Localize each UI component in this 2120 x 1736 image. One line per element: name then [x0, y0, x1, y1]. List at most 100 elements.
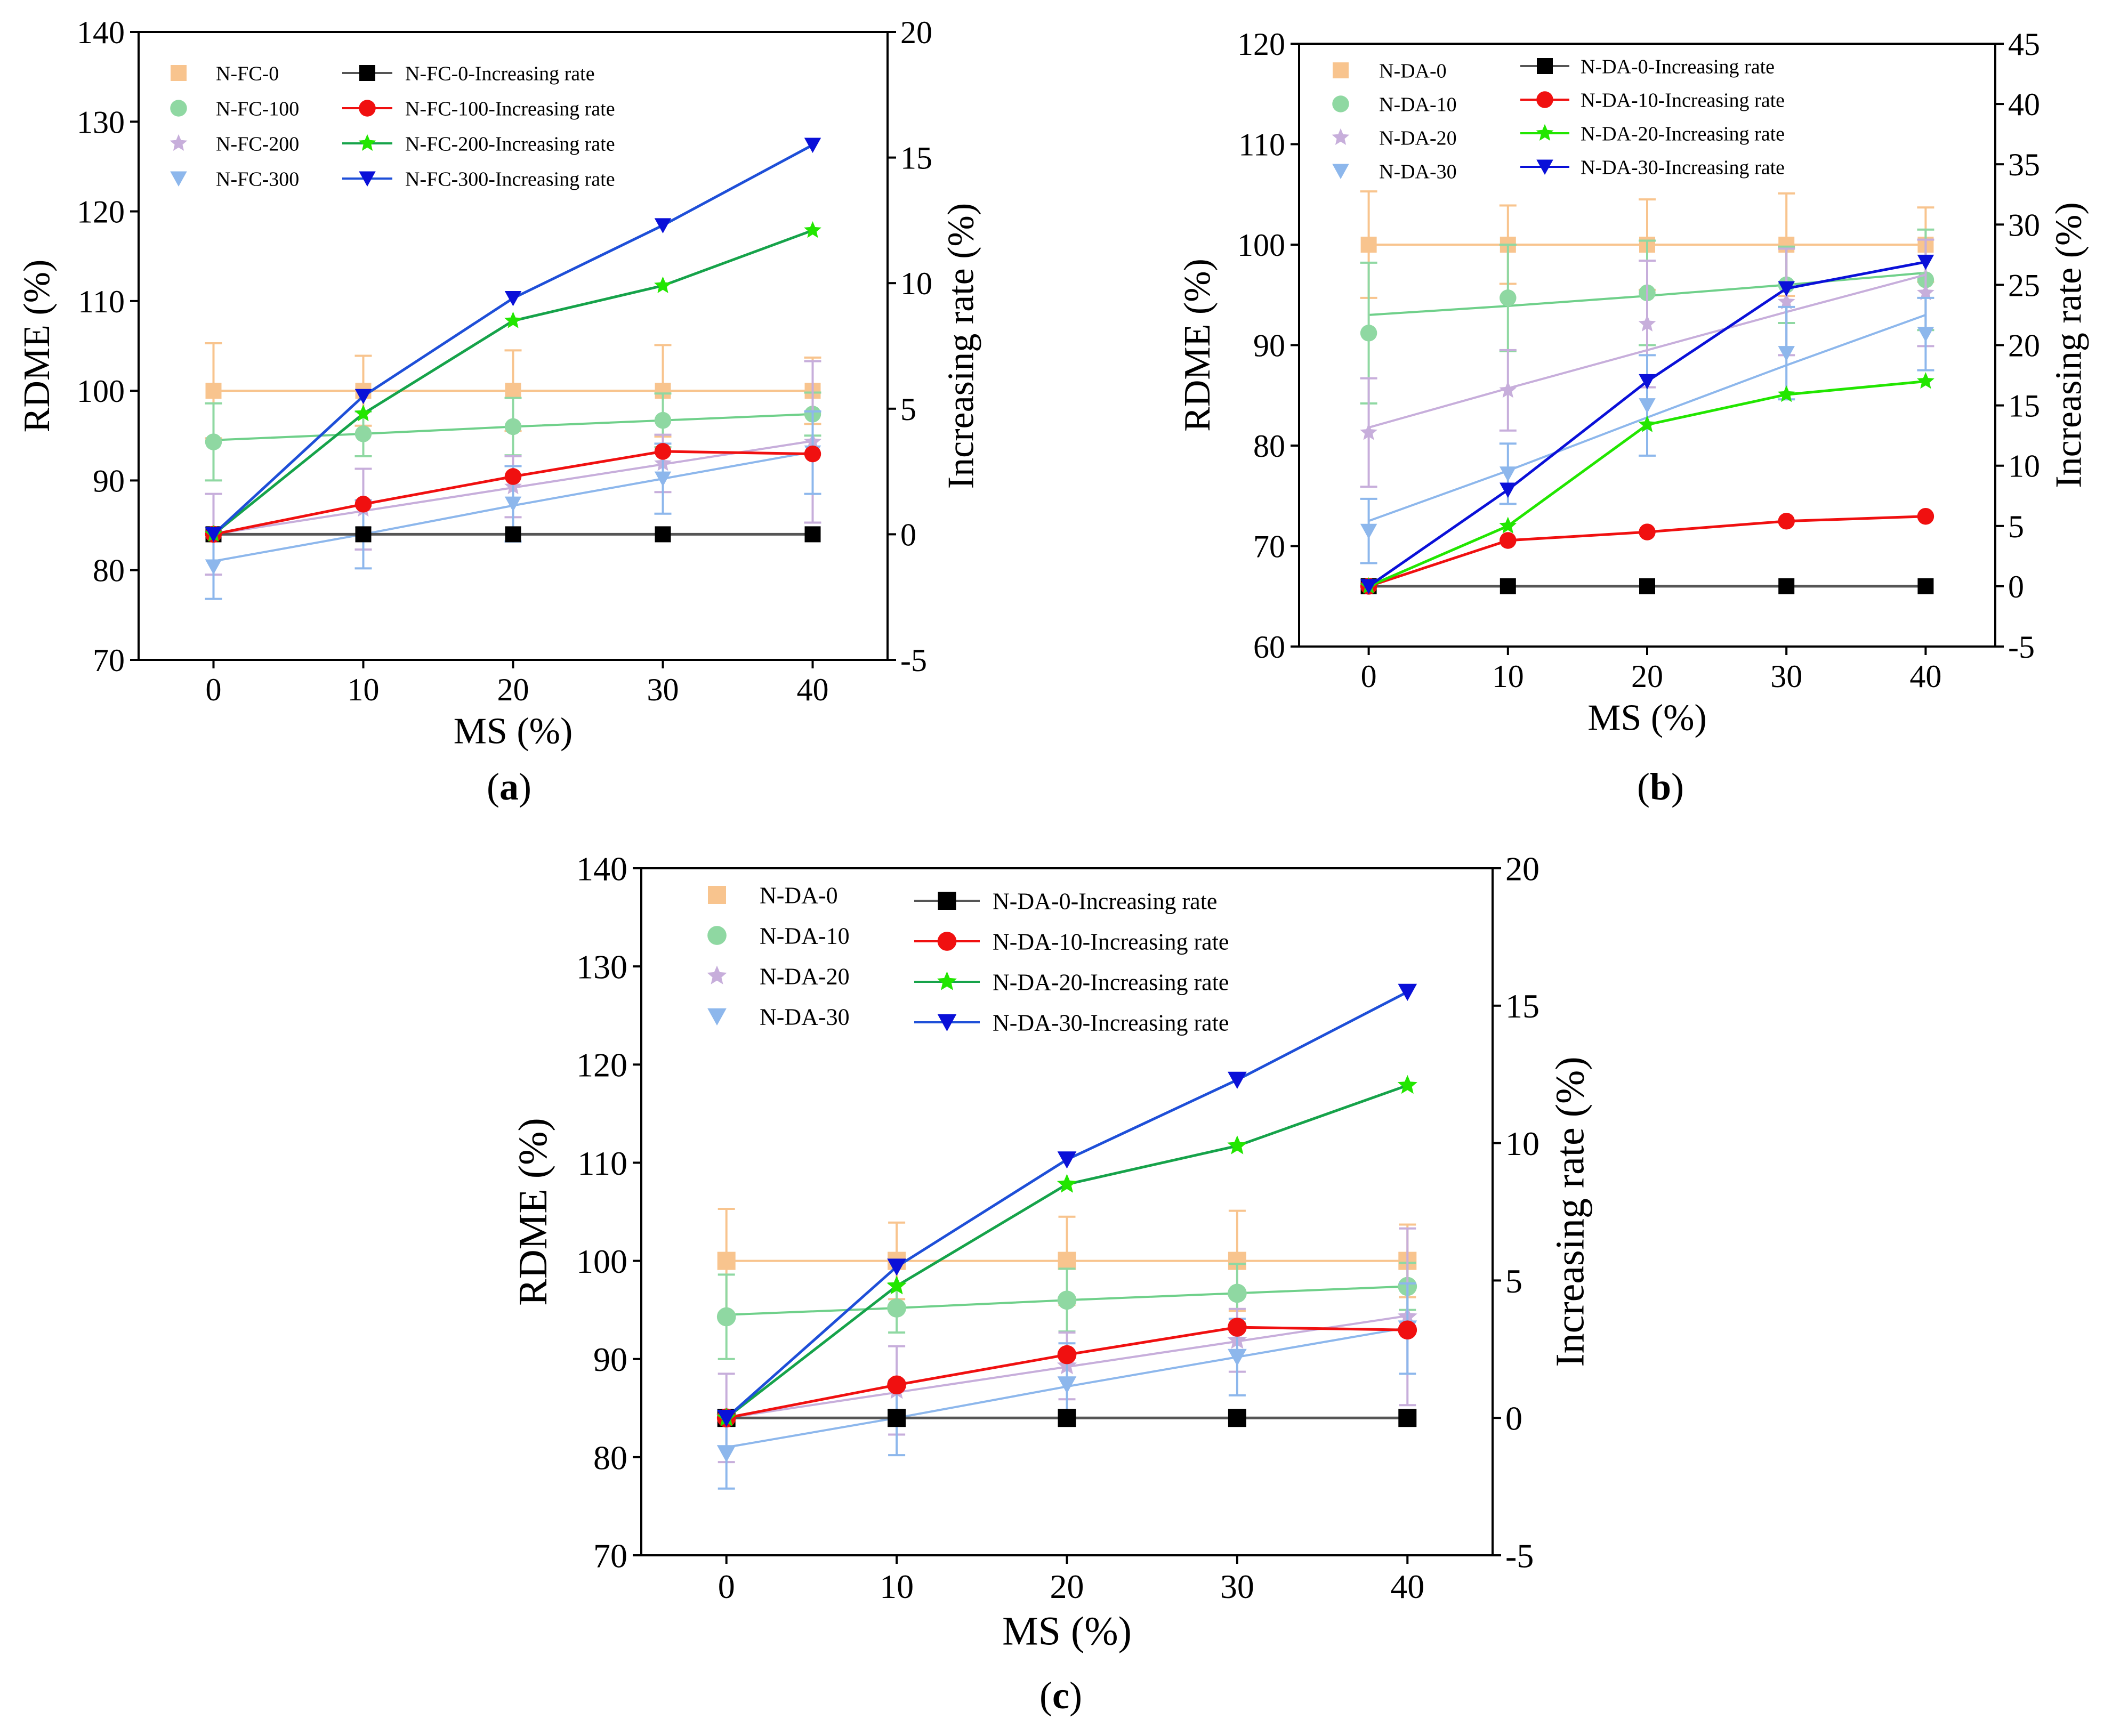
rdme-point [1058, 1251, 1076, 1270]
rate-point [504, 311, 522, 328]
rdme-point [1778, 346, 1795, 361]
y-tick-label: 120 [576, 1046, 627, 1084]
y2-tick-label: 25 [2008, 268, 2040, 303]
legend-marker [359, 65, 375, 81]
legend-label: N-DA-0-Increasing rate [1581, 55, 1775, 78]
legend-label: N-DA-30-Increasing rate [993, 1010, 1229, 1036]
rdme-point [1917, 327, 1934, 342]
legend-marker [1537, 58, 1553, 74]
y2-tick-label: 10 [1505, 1125, 1539, 1162]
x-tick-label: 20 [1050, 1568, 1084, 1605]
rate-point [1228, 1071, 1247, 1089]
legend-marker [937, 971, 957, 990]
rate-point [1500, 532, 1517, 549]
rate-point [804, 221, 821, 238]
rdme-point [654, 411, 672, 429]
caption-letter: c [1052, 1674, 1069, 1717]
rdme-point [1917, 284, 1934, 301]
rdme-point [205, 559, 222, 575]
y2-tick-label: 45 [2008, 27, 2040, 62]
legend-marker [938, 892, 956, 910]
chart-panel-a: 0 10 20 30 40 70 80 90 100 110 120 130 140 -5 0 5 10 15 20… [17, 15, 982, 808]
y2-tick-label: 5 [2008, 509, 2024, 544]
y-tick-label: 140 [77, 15, 125, 50]
legend-marker [171, 65, 187, 81]
rate-point [1917, 372, 1934, 389]
y2-tick-label: 0 [900, 517, 916, 552]
rate-series-2 [1360, 372, 1934, 594]
legend-marker [937, 1014, 957, 1031]
rate-point [1777, 385, 1795, 402]
y-tick-label: 70 [93, 643, 125, 678]
legend-marker [1332, 128, 1350, 145]
rdme-point [1500, 466, 1517, 482]
y2-tick-label: 15 [900, 141, 932, 176]
rdme-point [1360, 237, 1377, 253]
x-tick-label: 0 [1361, 659, 1377, 694]
rate-series-3 [1360, 254, 1934, 594]
legend-marker [359, 171, 376, 187]
rdme-point [1639, 398, 1656, 414]
panel-caption: (a) [487, 765, 531, 808]
y-tick-label: 110 [577, 1144, 627, 1182]
rate-point [654, 276, 672, 293]
rate-point [354, 389, 372, 405]
legend-label: N-FC-200-Increasing rate [405, 133, 615, 155]
y2-tick-label: 30 [2008, 207, 2040, 243]
rate-point [887, 1375, 906, 1395]
rate-point [505, 526, 521, 543]
legend-label: N-DA-20-Increasing rate [1581, 123, 1785, 145]
rdme-point [205, 383, 222, 399]
y2-tick-label: 20 [1505, 850, 1539, 887]
rdme-point [716, 1307, 736, 1327]
rate-point [654, 218, 672, 233]
rate-point [886, 1275, 907, 1295]
rdme-point [354, 425, 372, 442]
caption-paren: ( [1039, 1674, 1052, 1717]
legend-label: N-DA-20 [760, 963, 850, 989]
rate-point [1778, 513, 1795, 530]
rate-point [1058, 1409, 1076, 1427]
x-axis-title: MS (%) [1002, 1609, 1132, 1653]
legend-label: N-DA-20 [1379, 127, 1457, 149]
rate-point [504, 468, 522, 485]
y2-tick-label: 15 [1505, 987, 1539, 1025]
caption-paren: ) [1069, 1674, 1082, 1717]
rate-point [1500, 578, 1516, 594]
rate-point [1057, 1345, 1077, 1364]
rate-point [1638, 415, 1656, 432]
y-tick-label: 140 [576, 850, 627, 887]
rdme-point [1057, 1290, 1077, 1310]
rdme-point [205, 433, 222, 450]
legend-label: N-DA-10 [1379, 93, 1457, 116]
y2-tick-label: 20 [900, 15, 932, 50]
x-tick-label: 20 [497, 672, 529, 707]
rdme-point [1499, 381, 1517, 398]
caption-paren: ) [1671, 765, 1684, 808]
y2-tick-label: 10 [2008, 449, 2040, 484]
legend-label: N-DA-0 [1379, 60, 1447, 82]
legend-marker [170, 171, 187, 187]
legend-marker [1536, 124, 1554, 141]
rdme-point [504, 418, 522, 435]
rate-series-1 [716, 1318, 1417, 1428]
rate-point [654, 443, 672, 460]
x-tick-label: 0 [206, 672, 222, 707]
y-tick-label: 100 [1237, 228, 1285, 263]
rdme-series-0 [717, 1207, 1417, 1314]
rdme-point [1228, 1283, 1247, 1303]
x-tick-label: 10 [348, 672, 380, 707]
legend-label: N-DA-10-Increasing rate [993, 928, 1229, 955]
y2-tick-label: 5 [900, 392, 916, 427]
y2-tick-label: 5 [1505, 1262, 1522, 1300]
rate-series-3 [716, 983, 1417, 1427]
rate-point [1227, 1135, 1247, 1154]
y-tick-label: 90 [93, 463, 125, 498]
panel-caption: (b) [1637, 765, 1684, 808]
y-tick-label: 70 [1253, 529, 1285, 564]
y2-tick-label: -5 [900, 643, 927, 678]
rate-point [1500, 482, 1517, 498]
rate-point [355, 526, 372, 543]
y-tick-label: 110 [78, 284, 125, 319]
